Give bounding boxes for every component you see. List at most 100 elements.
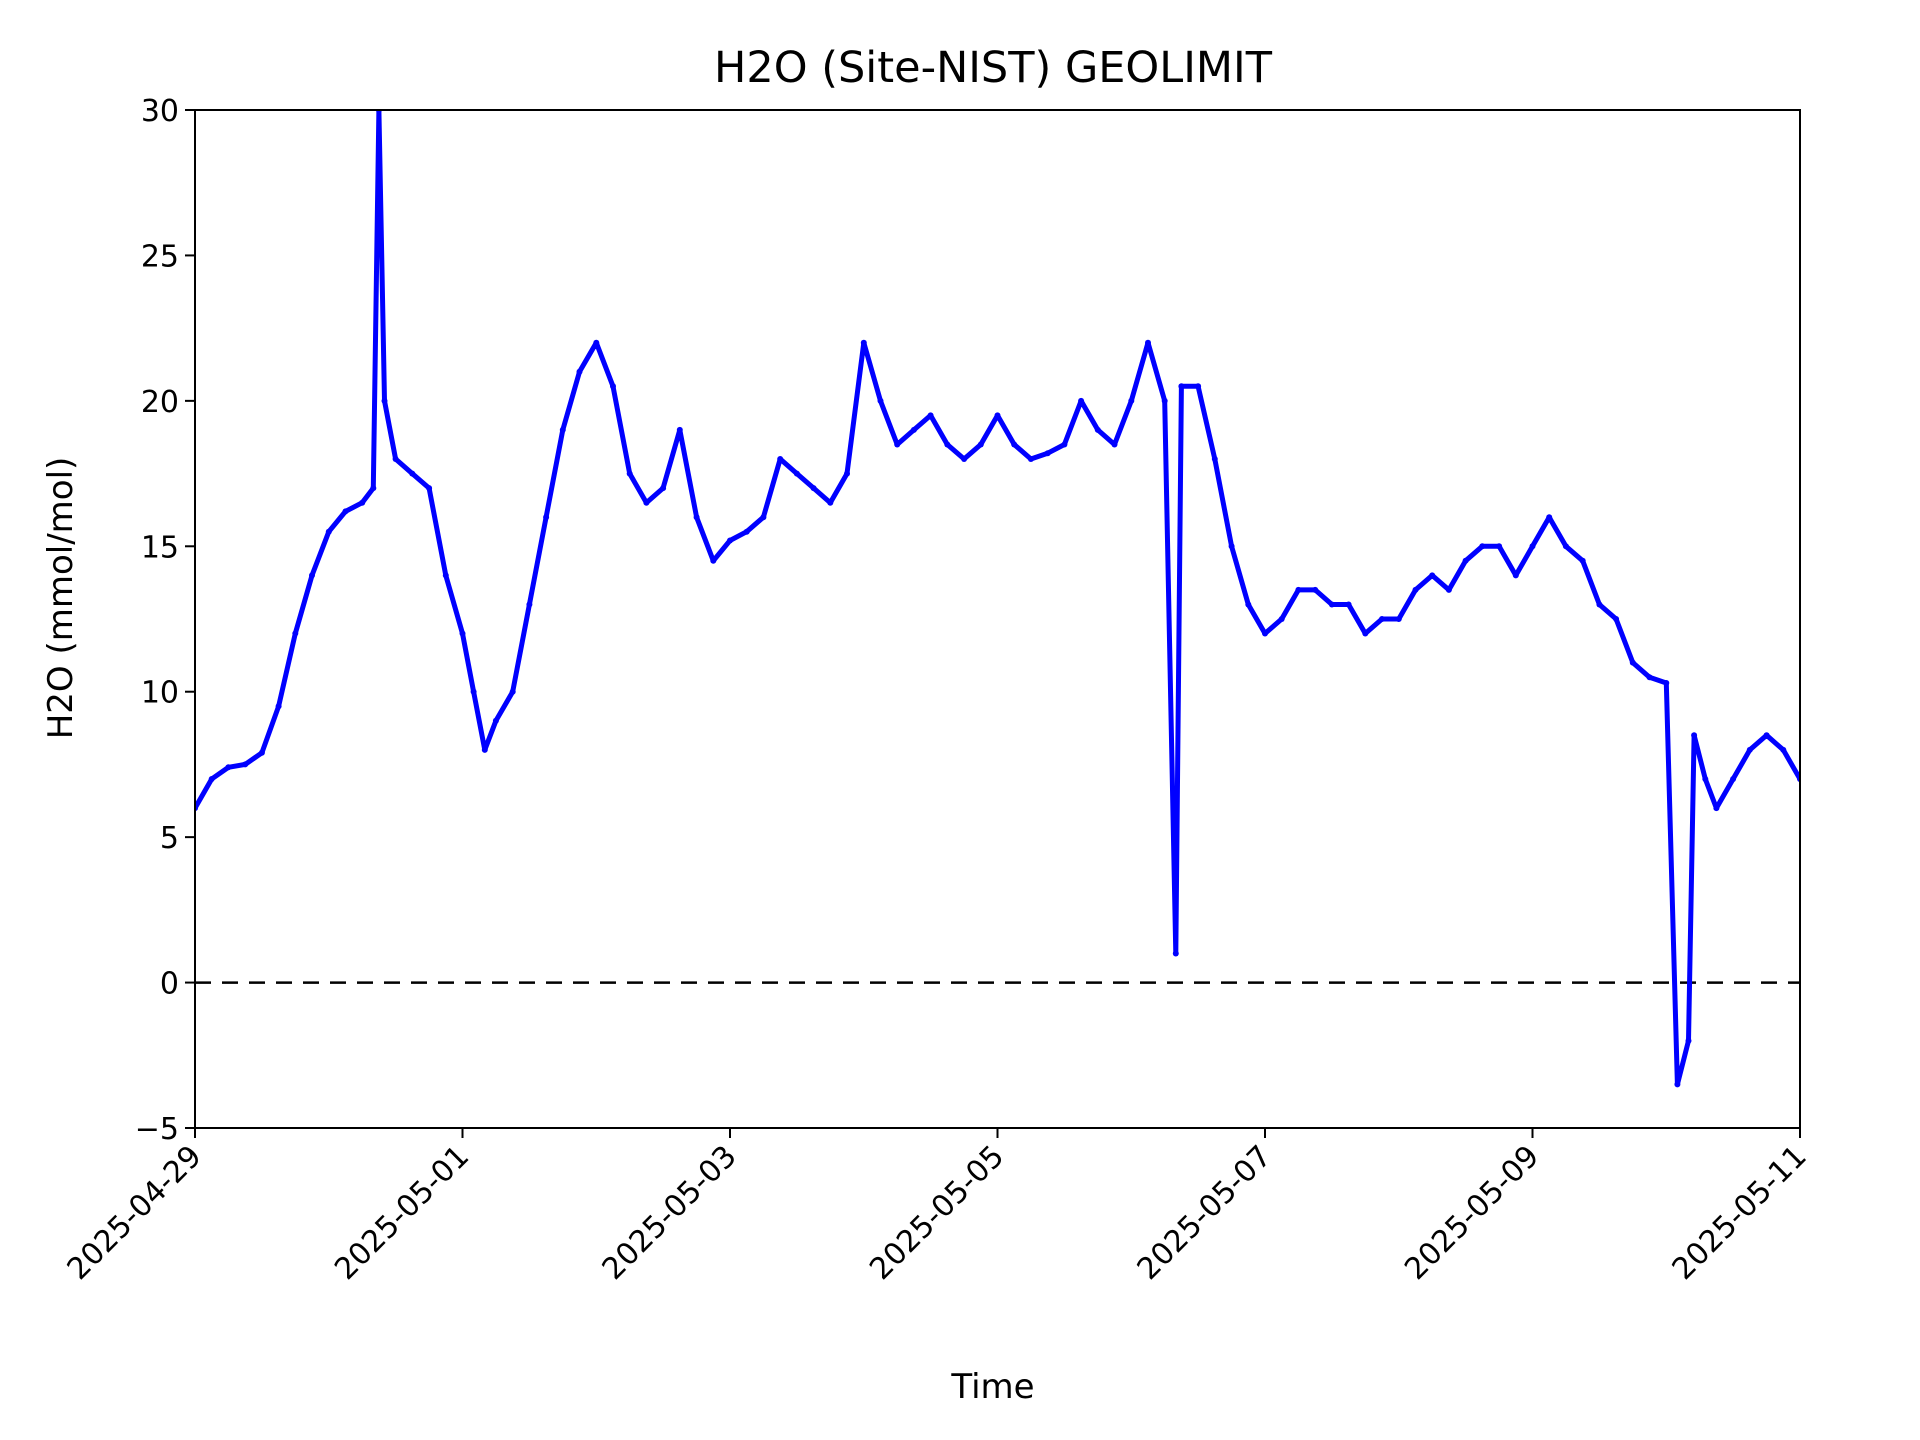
y-tick-label: −5 xyxy=(135,1112,179,1147)
data-point xyxy=(1596,601,1603,608)
data-point xyxy=(208,776,215,782)
data-point xyxy=(1078,397,1085,404)
data-point xyxy=(1763,732,1770,739)
data-point xyxy=(258,749,265,756)
y-tick-label: 15 xyxy=(141,530,179,565)
data-point xyxy=(1780,746,1787,753)
data-point xyxy=(576,368,583,375)
data-point xyxy=(1674,1081,1681,1088)
data-point xyxy=(1529,543,1536,550)
data-point xyxy=(1429,572,1436,579)
data-point xyxy=(242,761,249,768)
data-point xyxy=(793,470,800,477)
data-point xyxy=(1579,557,1586,564)
data-point xyxy=(1161,397,1168,404)
data-point xyxy=(559,426,566,433)
data-point xyxy=(961,456,968,462)
data-point xyxy=(1646,674,1653,681)
y-tick-label: 20 xyxy=(141,385,179,420)
data-point xyxy=(977,441,984,448)
data-point xyxy=(1228,543,1235,550)
data-point xyxy=(1512,572,1519,579)
data-point xyxy=(1328,601,1335,608)
data-point xyxy=(910,426,917,433)
data-point xyxy=(1011,441,1018,448)
data-point xyxy=(693,514,700,521)
data-point xyxy=(860,339,867,346)
data-point xyxy=(610,383,616,390)
data-point xyxy=(359,499,366,506)
data-point xyxy=(1746,746,1753,753)
data-point xyxy=(1663,680,1670,686)
data-point xyxy=(1245,601,1252,608)
y-tick-label: 5 xyxy=(160,821,179,856)
data-point xyxy=(1061,441,1068,448)
data-point xyxy=(1562,543,1569,550)
x-axis-label: Time xyxy=(950,1367,1034,1407)
data-point xyxy=(370,485,377,492)
data-point xyxy=(409,470,416,477)
data-point xyxy=(1730,776,1737,782)
data-point xyxy=(342,508,349,515)
data-point xyxy=(309,572,315,579)
y-axis-label: H2O (mmol/mol) xyxy=(41,457,81,740)
data-point xyxy=(676,426,683,433)
data-point xyxy=(1172,950,1179,957)
chart-title: H2O (Site-NIST) GEOLIMIT xyxy=(714,43,1273,93)
y-tick-label: 10 xyxy=(141,676,179,711)
data-point xyxy=(1713,805,1720,812)
data-point xyxy=(1685,1037,1692,1044)
data-point xyxy=(1295,586,1302,593)
data-point xyxy=(1044,450,1051,457)
data-point xyxy=(1128,397,1135,404)
data-point xyxy=(225,764,232,771)
data-point xyxy=(1145,339,1151,346)
data-point xyxy=(1027,456,1034,462)
data-point xyxy=(292,630,299,637)
data-point xyxy=(1178,383,1185,390)
data-point xyxy=(777,456,784,462)
data-point xyxy=(275,703,282,710)
data-point xyxy=(1629,659,1636,666)
data-point xyxy=(442,572,449,579)
data-point xyxy=(1211,456,1218,462)
data-point xyxy=(481,746,488,753)
data-point xyxy=(392,456,399,462)
data-point xyxy=(381,397,388,404)
data-point xyxy=(1362,630,1369,637)
data-point xyxy=(1111,441,1118,448)
y-tick-label: 30 xyxy=(141,94,179,129)
data-point xyxy=(1691,732,1698,739)
data-point xyxy=(877,397,884,404)
data-point xyxy=(626,470,633,477)
data-point xyxy=(944,441,951,448)
data-point xyxy=(1702,776,1709,782)
data-point xyxy=(994,412,1001,419)
y-tick-label: 0 xyxy=(160,967,179,1002)
data-point xyxy=(1262,630,1268,637)
data-point xyxy=(1412,586,1419,593)
data-point xyxy=(760,514,767,521)
data-point xyxy=(1445,586,1452,593)
data-point xyxy=(660,485,667,492)
data-point xyxy=(1379,616,1385,622)
data-point xyxy=(727,537,733,544)
data-point xyxy=(1395,616,1402,622)
data-point xyxy=(325,528,332,535)
data-point xyxy=(1345,601,1352,608)
data-point xyxy=(710,557,717,564)
data-point xyxy=(1312,586,1319,593)
data-point xyxy=(827,499,834,506)
data-point xyxy=(894,441,901,448)
data-point xyxy=(470,688,477,695)
data-point xyxy=(1195,383,1202,390)
data-point xyxy=(1278,616,1285,622)
data-point xyxy=(426,485,433,492)
data-point xyxy=(543,514,550,521)
data-point xyxy=(1546,514,1553,521)
data-point xyxy=(1479,543,1486,550)
data-point xyxy=(459,630,466,637)
data-point xyxy=(844,470,850,477)
data-point xyxy=(526,601,533,608)
